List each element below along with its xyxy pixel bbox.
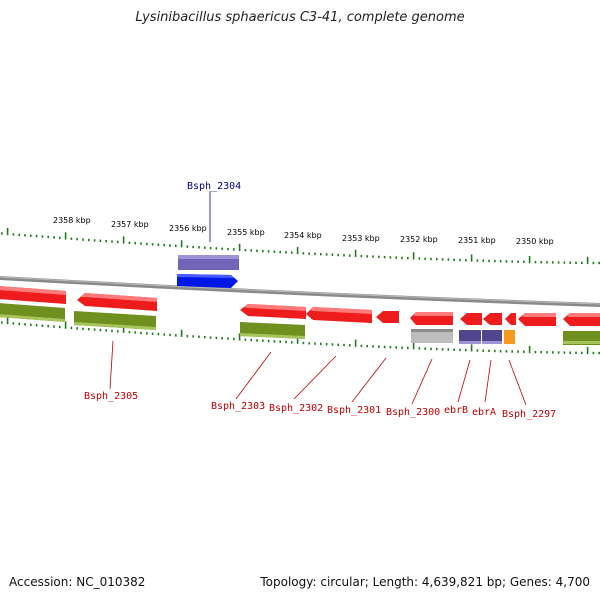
kbp-label: 2358 kbp — [53, 216, 91, 225]
kbp-label: 2352 kbp — [400, 235, 438, 244]
kbp-label: 2354 kbp — [284, 231, 322, 240]
kbp-label: 2350 kbp — [516, 237, 554, 246]
kbp-labels: 2358 kbp 2357 kbp 2356 kbp 2355 kbp 2354… — [53, 216, 554, 246]
cds-arrow[interactable] — [483, 313, 502, 325]
gene-label-bsph-2304[interactable]: Bsph_2304 — [187, 181, 241, 192]
gene-bsph-2297-box[interactable] — [504, 330, 515, 344]
forward-cds-track — [0, 286, 600, 326]
genome-summary: Topology: circular; Length: 4,639,821 bp… — [260, 575, 590, 589]
label-leader-lines — [109, 191, 527, 406]
map-title: Lysinibacillus sphaericus C3-41, complet… — [135, 10, 465, 25]
reverse-cds-track — [0, 303, 600, 345]
cds-arrow[interactable] — [460, 313, 482, 325]
gene-label-bsph-2305[interactable]: Bsph_2305 — [84, 391, 138, 402]
kbp-label: 2353 kbp — [342, 234, 380, 243]
gene-bsph-2300-box[interactable] — [411, 329, 453, 343]
accession-label: Accession: NC_010382 — [9, 575, 146, 589]
gene-label-ebrb[interactable]: ebrB — [444, 405, 468, 416]
inner-tick-ring — [0, 316, 600, 355]
kbp-label: 2356 kbp — [169, 224, 207, 233]
kbp-label: 2355 kbp — [227, 228, 265, 237]
gene-label-bsph-2303[interactable]: Bsph_2303 — [211, 401, 265, 412]
genome-backbone — [0, 276, 600, 307]
gene-labels: Bsph_2304 Bsph_2305 Bsph_2303 Bsph_2302 … — [84, 181, 556, 420]
gene-label-bsph-2302[interactable]: Bsph_2302 — [269, 403, 323, 414]
cds-arrow[interactable] — [505, 313, 516, 325]
outer-tick-ring — [0, 227, 600, 265]
kbp-label: 2357 kbp — [111, 220, 149, 229]
kbp-label: 2351 kbp — [458, 236, 496, 245]
gene-label-bsph-2301[interactable]: Bsph_2301 — [327, 405, 381, 416]
cds-arrow[interactable] — [376, 311, 399, 323]
gene-ebrb-box[interactable] — [459, 330, 481, 344]
gene-label-bsph-2297[interactable]: Bsph_2297 — [502, 409, 556, 420]
gene-label-ebra[interactable]: ebrA — [472, 407, 496, 418]
gene-ebra-box[interactable] — [482, 330, 502, 344]
gene-label-bsph-2300[interactable]: Bsph_2300 — [386, 407, 440, 418]
